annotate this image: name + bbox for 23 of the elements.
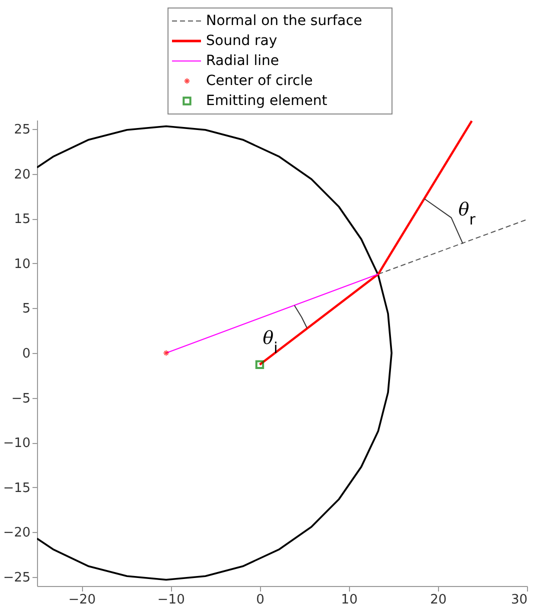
legend-label: Center of circle [206, 73, 313, 89]
legend-label: Sound ray [206, 33, 278, 49]
y-tick-label: 0 [22, 346, 30, 362]
line-series [37, 125, 392, 581]
y-tick-label: 5 [22, 302, 30, 317]
x-tick-label: 10 [341, 592, 358, 608]
x-tick-label: 30 [510, 592, 528, 608]
y-tick-label: −5 [11, 391, 30, 406]
legend-label: Emitting element [206, 93, 328, 109]
y-tick-label: 10 [14, 256, 30, 272]
y-tick-label: 15 [14, 212, 30, 228]
x-tick-label: −10 [157, 592, 185, 608]
x-tick-label: −20 [68, 592, 96, 608]
y-tick-label: 20 [14, 167, 30, 182]
y-tick-label: −10 [3, 436, 30, 452]
y-tick-label: −25 [3, 570, 30, 586]
legend-label: Normal on the surface [206, 13, 362, 29]
legend-label: Radial line [206, 53, 279, 69]
y-tick-label: 25 [14, 122, 30, 138]
x-tick-label: 20 [430, 592, 447, 608]
y-tick-label: −15 [3, 480, 30, 496]
x-tick-label: 0 [256, 592, 264, 608]
y-tick-label: −20 [3, 526, 30, 541]
